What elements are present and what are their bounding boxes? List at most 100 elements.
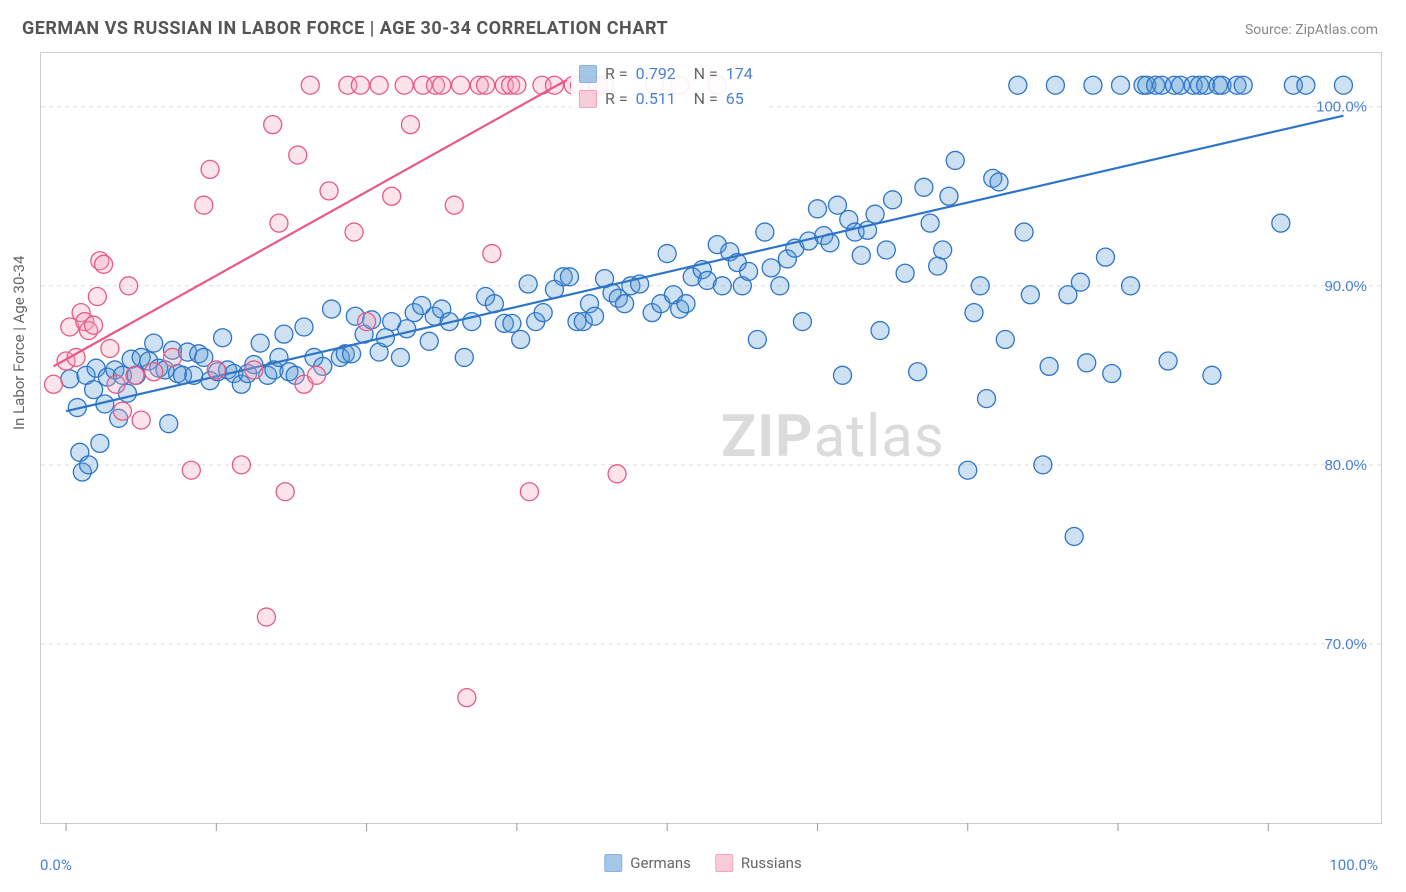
chart-svg: 70.0%80.0%90.0%100.0% [41,53,1381,823]
data-point [934,241,952,259]
stats-box: R =0.792N =174R =0.511N =65 [571,61,768,111]
x-axis-min-label: 0.0% [40,856,72,874]
data-point [420,332,438,350]
data-point [658,245,676,263]
data-point [1078,354,1096,372]
data-point [959,461,977,479]
data-point [616,295,634,313]
stats-r-value: 0.511 [636,89,686,108]
legend-item: Russians [715,854,802,872]
data-point [1034,456,1052,474]
stats-swatch [579,90,597,108]
data-point [1009,76,1027,94]
data-point [145,334,163,352]
data-point [308,366,326,384]
data-point [270,214,288,232]
data-point [971,277,989,295]
data-point [245,361,263,379]
plot-area: 70.0%80.0%90.0%100.0% R =0.792N =174R =0… [40,52,1382,824]
data-point [866,205,884,223]
legend-label: Germans [630,854,691,872]
data-point [503,314,521,332]
data-point [455,348,473,366]
data-point [677,295,695,313]
legend-bottom: Germans Russians [604,854,801,872]
legend-swatch [604,854,622,872]
data-point [295,318,313,336]
legend-item: Germans [604,854,691,872]
data-point [965,304,983,322]
data-point [740,262,758,280]
data-point [877,241,895,259]
svg-text:100.0%: 100.0% [1316,99,1367,116]
data-point [61,370,79,388]
data-point [445,196,463,214]
data-point [351,76,369,94]
data-point [1159,352,1177,370]
data-point [929,257,947,275]
chart-title: GERMAN VS RUSSIAN IN LABOR FORCE | AGE 3… [22,18,668,39]
data-point [519,275,537,293]
data-point [946,151,964,169]
stats-n-value: 65 [726,89,760,108]
data-point [909,363,927,381]
data-point [163,348,181,366]
stats-r-label: R = [605,89,628,108]
data-point [264,116,282,134]
data-point [483,245,501,263]
data-point [257,608,275,626]
legend-swatch [715,854,733,872]
stats-r-label: R = [605,64,628,83]
data-point [852,246,870,264]
data-point [289,146,307,164]
y-axis-title: In Labor Force | Age 30-34 [10,256,28,430]
data-point [808,200,826,218]
data-point [896,264,914,282]
data-point [370,76,388,94]
data-point [508,76,526,94]
svg-text:90.0%: 90.0% [1324,278,1367,295]
data-point [107,375,125,393]
data-point [88,288,106,306]
data-point [1112,76,1130,94]
data-point [398,320,416,338]
data-point [101,339,119,357]
data-point [395,76,413,94]
data-point [1334,76,1352,94]
data-point [195,196,213,214]
data-point [323,300,341,318]
stats-swatch [579,65,597,83]
stats-n-label: N = [694,89,718,108]
data-point [748,331,766,349]
data-point [1046,76,1064,94]
data-point [1096,248,1114,266]
legend-label: Russians [741,854,802,872]
data-point [990,173,1008,191]
data-point [1084,76,1102,94]
data-point [132,411,150,429]
stats-n-label: N = [694,64,718,83]
data-point [207,361,225,379]
data-point [1071,273,1089,291]
data-point [383,187,401,205]
data-point [1272,214,1290,232]
data-point [940,187,958,205]
data-point [793,313,811,331]
data-point [145,363,163,381]
data-point [756,223,774,241]
data-point [201,160,219,178]
data-point [996,331,1014,349]
data-point [1065,527,1083,545]
data-point [95,255,113,273]
data-point [713,277,731,295]
data-point [477,76,495,94]
data-point [214,329,232,347]
data-point [458,689,476,707]
data-point [1203,366,1221,384]
data-point [833,366,851,384]
data-point [771,277,789,295]
data-point [160,415,178,433]
stats-n-value: 174 [726,64,760,83]
data-point [452,76,470,94]
x-axis-max-label: 100.0% [1329,856,1378,874]
